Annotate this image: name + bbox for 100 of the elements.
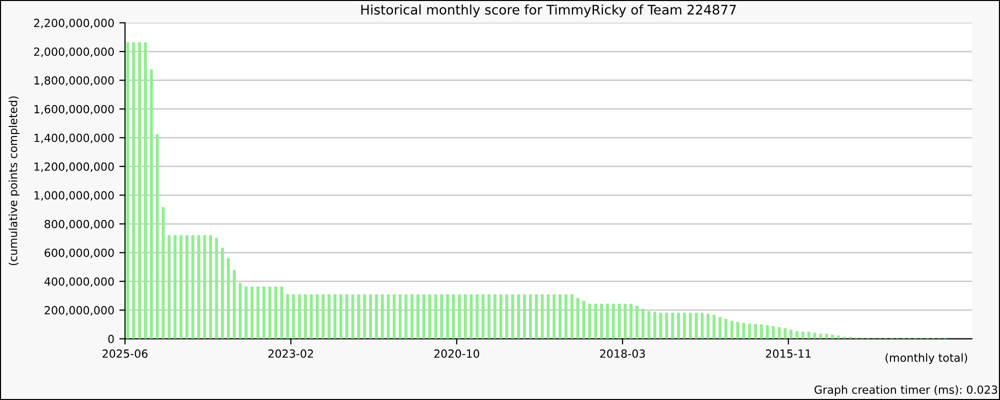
y-tick-label: 400,000,000 (44, 277, 114, 287)
bar (636, 306, 639, 339)
x-tick-label: 2015-11 (766, 349, 811, 358)
bar (138, 42, 141, 339)
bar (292, 294, 295, 339)
bar (760, 324, 763, 339)
x-tick-label: 2018-03 (600, 349, 645, 358)
bar (807, 332, 810, 339)
bar (310, 294, 313, 339)
bar (499, 294, 502, 339)
y-tick-label: 1,000,000,000 (34, 191, 114, 201)
bar (606, 304, 609, 339)
bar (374, 294, 378, 339)
y-axis-title: (cumulative points completed) (8, 96, 20, 266)
bar (677, 312, 680, 339)
bar (446, 294, 449, 339)
bar (706, 314, 710, 339)
bar (742, 322, 746, 339)
bar (304, 294, 307, 339)
bar (369, 294, 372, 339)
bar (392, 294, 396, 339)
bar (778, 327, 781, 339)
bar (333, 294, 336, 339)
bar (724, 318, 728, 339)
bar (671, 312, 674, 339)
bar (730, 320, 734, 339)
bar (528, 294, 532, 339)
text: (monthly total) (886, 353, 968, 364)
bar (511, 294, 514, 339)
bar (434, 294, 438, 339)
bar (748, 324, 752, 339)
bar (517, 294, 520, 339)
bar (298, 294, 301, 339)
y-tick-label: 800,000,000 (44, 220, 114, 230)
bar (493, 294, 496, 339)
bar (452, 294, 455, 339)
bar (647, 311, 650, 339)
bar (380, 294, 384, 339)
bar (191, 235, 194, 339)
y-tick-label: 600,000,000 (44, 248, 114, 258)
bar (682, 312, 686, 339)
y-tick-label: 200,000,000 (44, 306, 114, 316)
bar (665, 312, 668, 339)
bar (790, 330, 793, 339)
y-tick-label: 2,200,000,000 (34, 18, 114, 28)
bar (209, 235, 212, 339)
bar (801, 332, 804, 339)
bar (256, 286, 260, 339)
bar (162, 207, 165, 339)
y-tick-label: 1,600,000,000 (34, 104, 114, 114)
bar (766, 325, 769, 339)
bar (220, 248, 224, 339)
bar (612, 304, 615, 339)
bar (316, 294, 319, 339)
y-tick-label: 0 (108, 334, 114, 344)
bar (132, 42, 136, 339)
bar (203, 235, 206, 339)
bar (185, 235, 188, 339)
bar (540, 294, 544, 339)
bar (718, 316, 722, 339)
bar (630, 304, 633, 339)
bar (588, 304, 592, 339)
bar (386, 294, 390, 339)
bar (244, 286, 248, 339)
bar (363, 294, 366, 339)
bar (694, 312, 698, 339)
y-tick-label: 2,000,000,000 (34, 48, 114, 58)
bar (150, 69, 153, 339)
bar (174, 235, 177, 339)
bar (345, 294, 348, 339)
bar (476, 294, 479, 339)
bar (328, 294, 331, 339)
bar (594, 304, 598, 339)
bar (688, 312, 692, 339)
bar (546, 294, 550, 339)
bar (487, 294, 490, 339)
bar (772, 326, 775, 339)
bar (558, 294, 562, 339)
bar (470, 294, 473, 339)
bar (215, 238, 218, 339)
y-tick-label: 1,200,000,000 (34, 162, 114, 172)
bar (339, 294, 342, 339)
bar (784, 328, 787, 339)
bar (836, 335, 840, 339)
bar (534, 294, 538, 339)
bar (168, 235, 171, 339)
bar (795, 331, 798, 339)
bar (398, 294, 402, 339)
bar (286, 294, 290, 339)
bar (641, 308, 644, 339)
bar (357, 294, 360, 339)
x-tick-label: 2023-02 (268, 349, 313, 358)
bar (268, 286, 272, 339)
bar (754, 324, 757, 339)
bar (280, 286, 284, 339)
y-tick-label: 1,800,000,000 (34, 76, 114, 86)
x-tick-label: 2020-10 (434, 349, 480, 358)
bar (712, 314, 716, 339)
bar (416, 294, 420, 339)
chart-title: Historical monthly score for TimmyRicky of Team 224877 (361, 4, 736, 18)
